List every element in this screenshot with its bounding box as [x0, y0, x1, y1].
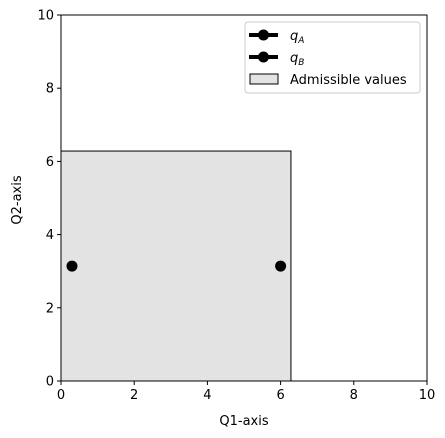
- admissible-region: [60, 150, 292, 382]
- y-tick-label: 10: [37, 9, 54, 24]
- points-layer: [66, 260, 287, 272]
- legend-label-qb: qB: [290, 51, 304, 68]
- legend-box: [244, 21, 421, 94]
- y-tick-label: 8: [46, 82, 54, 97]
- point-q-b: [275, 260, 287, 272]
- x-axis-label: Q1-axis: [219, 414, 268, 429]
- x-tick-label: 0: [57, 388, 65, 403]
- x-tick-label: 6: [276, 388, 284, 403]
- y-tick-label: 4: [46, 228, 54, 243]
- x-tick-label: 10: [419, 388, 436, 403]
- legend: qA qB Admissible values: [244, 21, 421, 94]
- y-tick-label: 0: [46, 375, 54, 390]
- x-tick-label: 2: [130, 388, 138, 403]
- ticks-layer: 0 2 4 6 8 10 0 2 4 6 8 10: [37, 9, 435, 404]
- point-q-a: [66, 260, 78, 272]
- legend-label-admissible: Admissible values: [290, 73, 407, 88]
- y-tick-label: 6: [46, 155, 54, 170]
- frame-layer: [60, 14, 428, 382]
- y-tick-label: 2: [46, 301, 54, 316]
- plot-frame: [60, 14, 428, 382]
- y-axis-label: Q2-axis: [10, 175, 25, 224]
- x-tick-label: 4: [203, 388, 211, 403]
- legend-marker-qb: [258, 51, 269, 63]
- region-layer: [60, 150, 292, 382]
- legend-patch-admissible: [249, 73, 279, 85]
- x-tick-label: 8: [350, 388, 358, 403]
- legend-marker-qa: [258, 29, 269, 41]
- legend-label-qa: qA: [290, 29, 304, 46]
